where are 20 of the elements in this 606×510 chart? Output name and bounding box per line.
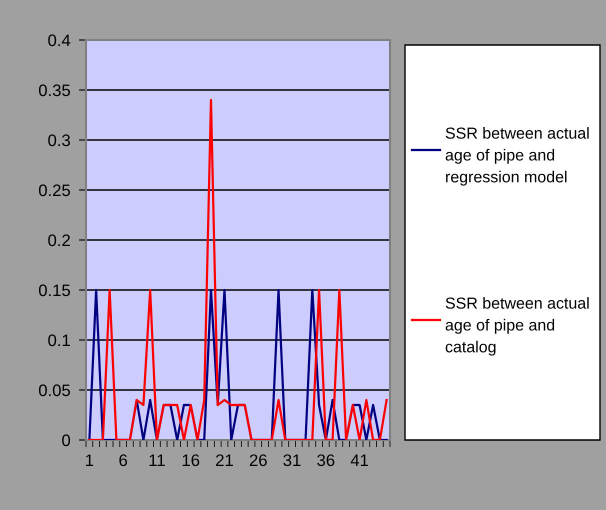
y-tick-label: 0.2 [48,234,70,246]
x-tick-label: 36 [317,454,334,466]
y-tick-label: 0.1 [48,334,70,346]
x-tick-label: 1 [86,454,94,466]
y-tick-label: 0.25 [38,184,70,196]
y-tick-label: 0.05 [38,384,70,396]
x-tick-label: 11 [150,454,165,466]
x-tick-label: 21 [216,454,233,466]
y-tick-label: 0.15 [38,284,70,296]
x-tick-label: 26 [250,454,267,466]
y-tick-label: 0.35 [38,84,70,96]
y-tick-label: 0 [62,434,70,446]
x-tick-label: 6 [119,454,128,466]
y-tick-label: 0.3 [48,134,70,146]
x-tick-label: 16 [182,454,200,466]
y-tick-label: 0.4 [48,34,70,46]
legend-label: SSR between actual age of pipe and regression model [446,127,589,186]
x-tick-label: 31 [283,454,300,466]
legend-label: SSR between actual age of pipe and catalog [446,297,589,356]
x-tick-label: 41 [350,454,368,466]
